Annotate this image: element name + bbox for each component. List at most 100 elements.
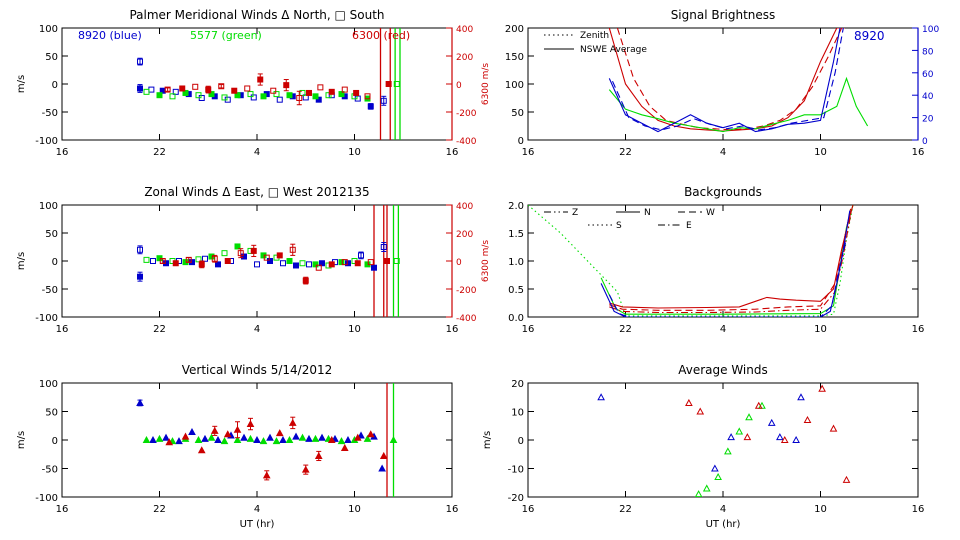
- data-point: [194, 435, 203, 443]
- data-point: [379, 451, 388, 459]
- data-point: [380, 244, 387, 250]
- series-line: [609, 205, 854, 309]
- data-point: [327, 435, 336, 443]
- y-tick-label: 150: [505, 52, 524, 63]
- data-point: [341, 259, 348, 266]
- y-axis-label: m/s: [16, 252, 27, 270]
- data-point: [267, 258, 273, 264]
- y-tick-label: 0.5: [508, 285, 524, 296]
- y2-axis-label: 6300 m/s: [481, 240, 491, 283]
- data-point: [302, 277, 309, 284]
- data-point: [393, 81, 400, 87]
- x-tick-label: 22: [153, 504, 166, 515]
- data-point: [275, 429, 284, 437]
- y2-tick-label: 400: [456, 202, 473, 212]
- data-point: [358, 252, 364, 259]
- y-tick-label: 1.5: [508, 229, 524, 240]
- chart-title: Average Winds: [678, 363, 768, 377]
- data-point: [159, 258, 166, 264]
- data-point: [137, 58, 143, 65]
- data-point: [393, 258, 400, 264]
- legend-label: W: [706, 208, 715, 218]
- data-point: [272, 437, 281, 445]
- y-tick-label: 100: [505, 80, 524, 91]
- y2-tick-label: 80: [922, 47, 934, 57]
- data-layer: [136, 383, 398, 497]
- y-tick-label: 100: [39, 201, 58, 212]
- y-tick-label: 1.0: [508, 257, 524, 268]
- y-tick-label: 100: [39, 379, 58, 390]
- data-point: [156, 92, 163, 99]
- data-point: [306, 89, 312, 96]
- data-point: [319, 260, 325, 267]
- x-tick-label: 16: [912, 504, 925, 515]
- data-point: [714, 473, 722, 481]
- x-axis-label: UT (hr): [706, 519, 741, 530]
- x-tick-label: 10: [348, 324, 361, 335]
- y-axis-label: m/s: [16, 431, 27, 449]
- data-point: [211, 255, 218, 262]
- data-point: [259, 437, 268, 445]
- data-point: [302, 94, 309, 101]
- chart-title: Zonal Winds Δ East, □ West 2012135: [144, 185, 369, 199]
- data-point: [305, 434, 313, 442]
- data-point: [318, 433, 326, 441]
- y2-tick-label: 400: [456, 25, 473, 35]
- data-point: [380, 97, 387, 104]
- y2-tick-label: 100: [922, 25, 939, 35]
- series-line: [609, 210, 852, 314]
- data-point: [315, 96, 322, 103]
- data-point: [285, 435, 294, 443]
- y2-tick-label: 200: [456, 53, 473, 63]
- data-point: [829, 424, 838, 432]
- data-point: [181, 432, 190, 440]
- data-point: [367, 259, 374, 266]
- y-tick-label: -50: [42, 465, 58, 476]
- data-point: [286, 92, 293, 99]
- data-point: [224, 258, 231, 264]
- data-point: [315, 264, 322, 271]
- data-point: [165, 438, 174, 446]
- data-point: [702, 484, 711, 492]
- data-point: [231, 87, 238, 94]
- x-tick-label: 16: [56, 147, 69, 158]
- data-point: [233, 435, 242, 443]
- meridional-winds-panel: Palmer Meridional Winds Δ North, □ South…: [16, 8, 491, 158]
- data-point: [312, 93, 319, 100]
- y-tick-label: 0: [52, 80, 58, 91]
- data-point: [283, 82, 290, 89]
- y-tick-label: -100: [35, 493, 58, 504]
- data-point: [341, 86, 348, 93]
- x-tick-label: 16: [912, 324, 925, 335]
- series-line: [608, 76, 869, 133]
- series-line: [616, 28, 843, 131]
- data-point: [797, 393, 805, 401]
- data-point: [780, 435, 789, 443]
- data-layer: [137, 28, 401, 140]
- chart-title: Palmer Meridional Winds Δ North, □ South: [129, 8, 384, 22]
- y2-tick-label: 0: [456, 258, 462, 268]
- data-point: [175, 437, 183, 445]
- data-point: [363, 434, 372, 442]
- y2-tick-label: 40: [922, 92, 934, 102]
- x-tick-label: 10: [814, 324, 827, 335]
- data-point: [260, 93, 267, 100]
- data-point: [296, 95, 303, 101]
- data-point: [208, 91, 215, 98]
- y-tick-label: 200: [505, 24, 524, 35]
- y-tick-label: -100: [35, 313, 58, 324]
- data-point: [214, 435, 222, 443]
- data-point: [210, 426, 219, 434]
- data-point: [378, 464, 386, 472]
- data-point: [192, 83, 199, 90]
- data-point: [254, 261, 260, 268]
- data-point: [149, 435, 157, 443]
- data-point: [735, 427, 744, 435]
- data-point: [262, 471, 271, 479]
- chart-title: Vertical Winds 5/14/2012: [182, 363, 333, 377]
- x-tick-label: 10: [348, 504, 361, 515]
- data-point: [776, 433, 784, 441]
- data-point: [234, 92, 241, 99]
